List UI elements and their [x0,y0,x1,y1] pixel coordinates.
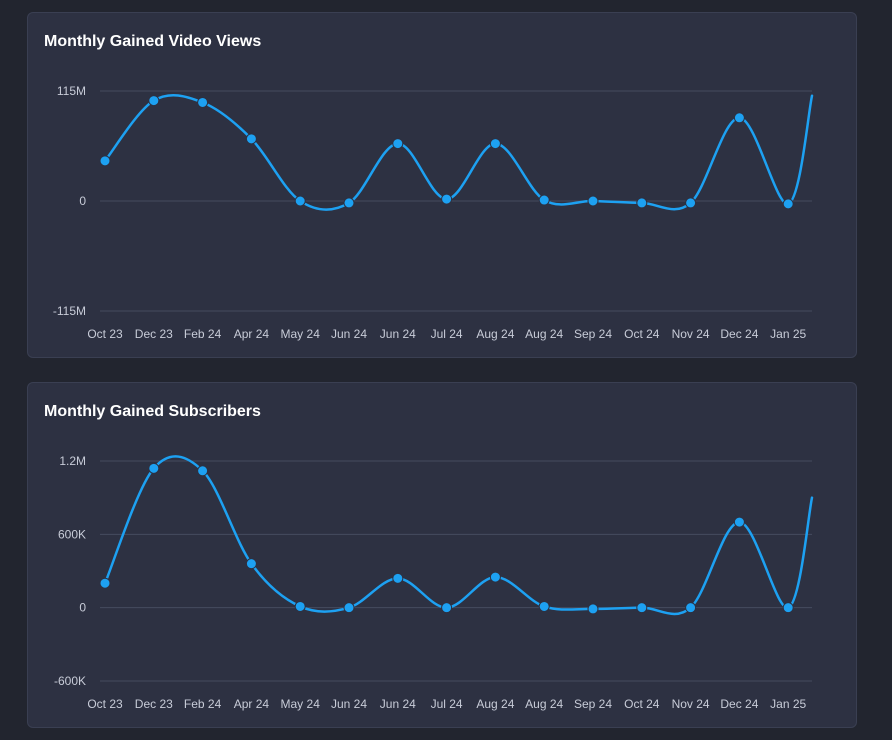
views-data-point[interactable] [587,195,599,207]
subscribers-data-point[interactable] [733,516,745,528]
views-x-tick-label: Jan 25 [770,327,806,341]
views-data-point[interactable] [245,133,257,145]
subscribers-data-point[interactable] [538,600,550,612]
views-x-tick-label: Jun 24 [380,327,416,341]
views-y-tick-label: -115M [53,304,86,318]
subscribers-chart-card: Monthly Gained Subscribers 1.2M 600K 0 -600… [27,382,857,728]
views-x-tick-label: Aug 24 [476,327,514,341]
subscribers-data-point[interactable] [685,602,697,614]
subscribers-x-tick-label: Feb 24 [184,697,222,711]
views-x-tick-label: Dec 23 [135,327,173,341]
views-y-tick-label: 115M [57,84,86,98]
subscribers-x-tick-label: Oct 23 [87,697,123,711]
subscribers-data-point[interactable] [782,602,794,614]
subscribers-x-tick-label: Jan 25 [770,697,806,711]
views-x-tick-label: Jun 24 [331,327,367,341]
views-x-tick-label: Aug 24 [525,327,563,341]
views-chart-card: Monthly Gained Video Views 115M 0 -115M Oct… [27,12,857,358]
views-x-tick-label: May 24 [281,327,321,341]
views-data-point[interactable] [99,155,111,167]
views-data-point[interactable] [441,193,453,205]
subscribers-data-point[interactable] [441,602,453,614]
views-data-point[interactable] [148,95,160,107]
subscribers-x-tick-label: Jun 24 [331,697,367,711]
subscribers-data-point[interactable] [99,577,111,589]
views-x-tick-label: Nov 24 [672,327,710,341]
subscribers-x-tick-label: Nov 24 [672,697,710,711]
subscribers-data-point[interactable] [587,603,599,615]
subscribers-x-tick-label: Dec 23 [135,697,173,711]
views-x-tick-label: Sep 24 [574,327,612,341]
views-data-point[interactable] [489,138,501,150]
views-data-point[interactable] [636,197,648,209]
views-data-point[interactable] [782,198,794,210]
views-x-tick-label: Oct 24 [624,327,660,341]
subscribers-x-tick-label: May 24 [281,697,321,711]
views-y-tick-label: 0 [79,194,86,208]
subscribers-x-tick-label: Jun 24 [380,697,416,711]
views-data-point[interactable] [294,195,306,207]
subscribers-x-tick-label: Aug 24 [525,697,563,711]
views-x-tick-label: Feb 24 [184,327,222,341]
subscribers-y-tick-label: -600K [54,674,86,688]
views-data-point[interactable] [685,197,697,209]
subscribers-data-point[interactable] [245,558,257,570]
views-x-tick-label: Oct 23 [87,327,123,341]
views-series-line [103,93,814,211]
views-x-tick-label: Apr 24 [234,327,270,341]
views-x-tick-label: Jul 24 [431,327,463,341]
views-data-point[interactable] [392,138,404,150]
views-x-tick-label: Dec 24 [720,327,758,341]
subscribers-x-tick-label: Jul 24 [431,697,463,711]
subscribers-y-tick-label: 0 [79,601,86,615]
subscribers-series-line [103,455,814,616]
views-data-point[interactable] [733,112,745,124]
subscribers-x-tick-label: Sep 24 [574,697,612,711]
views-chart-title: Monthly Gained Video Views [44,33,262,50]
views-data-point[interactable] [343,197,355,209]
subscribers-data-point[interactable] [636,602,648,614]
subscribers-y-tick-label: 600K [58,527,86,541]
subscribers-chart-title: Monthly Gained Subscribers [44,403,261,420]
views-data-point[interactable] [197,96,209,108]
subscribers-y-tick-label: 1.2M [59,454,86,468]
views-data-point[interactable] [538,194,550,206]
subscribers-data-point[interactable] [392,572,404,584]
subscribers-x-tick-label: Oct 24 [624,697,660,711]
subscribers-data-point[interactable] [197,465,209,477]
subscribers-data-point[interactable] [343,602,355,614]
subscribers-x-tick-label: Dec 24 [720,697,758,711]
subscribers-x-tick-label: Aug 24 [476,697,514,711]
subscribers-data-point[interactable] [489,571,501,583]
subscribers-data-point[interactable] [148,462,160,474]
subscribers-x-tick-label: Apr 24 [234,697,270,711]
subscribers-data-point[interactable] [294,600,306,612]
